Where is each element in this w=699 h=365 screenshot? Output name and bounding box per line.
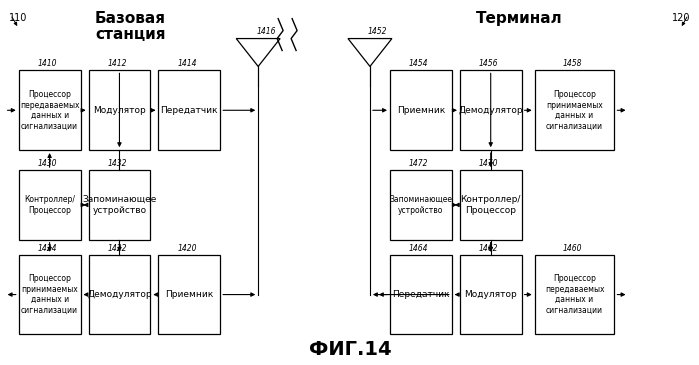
Text: Процессор
принимаемых
данных и
сигнализации: Процессор принимаемых данных и сигнализа…	[21, 274, 78, 315]
Text: 1424: 1424	[38, 244, 57, 253]
Bar	[460, 255, 521, 334]
Text: Контроллер/
Процессор: Контроллер/ Процессор	[24, 195, 75, 215]
Text: 1472: 1472	[409, 159, 428, 168]
Bar	[89, 70, 150, 150]
Text: 1432: 1432	[108, 159, 127, 168]
Text: Терминал: Терминал	[476, 11, 563, 26]
Text: 1422: 1422	[108, 244, 127, 253]
Text: Процессор
передаваемых
данных и
сигнализации: Процессор передаваемых данных и сигнализ…	[20, 90, 80, 130]
Text: Передатчик: Передатчик	[161, 106, 218, 115]
Text: Демодулятор: Демодулятор	[87, 290, 152, 299]
Text: 1430: 1430	[38, 159, 57, 168]
Bar	[460, 170, 521, 240]
Text: 1470: 1470	[479, 159, 498, 168]
Bar	[159, 70, 220, 150]
Text: Контроллер/
Процессор: Контроллер/ Процессор	[461, 195, 521, 215]
Text: Демодулятор: Демодулятор	[459, 106, 523, 115]
Bar	[89, 255, 150, 334]
Text: 1412: 1412	[108, 59, 127, 68]
Text: Модулятор: Модулятор	[464, 290, 517, 299]
Text: Запоминающее
устройство: Запоминающее устройство	[82, 195, 157, 215]
Text: 1464: 1464	[409, 244, 428, 253]
Text: Передатчик: Передатчик	[392, 290, 449, 299]
Text: Приемник: Приемник	[397, 106, 445, 115]
Text: 1458: 1458	[563, 59, 582, 68]
Text: 1462: 1462	[479, 244, 498, 253]
Polygon shape	[236, 39, 280, 66]
Bar	[19, 255, 80, 334]
Text: 1456: 1456	[479, 59, 498, 68]
Bar	[89, 170, 150, 240]
Bar	[19, 70, 80, 150]
Text: 1414: 1414	[178, 59, 197, 68]
Bar	[159, 255, 220, 334]
Bar	[390, 70, 452, 150]
Text: 1410: 1410	[38, 59, 57, 68]
Bar	[535, 70, 614, 150]
Text: 1416: 1416	[257, 27, 275, 35]
Bar	[535, 255, 614, 334]
Text: Процессор
принимаемых
данных и
сигнализации: Процессор принимаемых данных и сигнализа…	[546, 90, 603, 130]
Bar	[460, 70, 521, 150]
Polygon shape	[348, 39, 392, 66]
Bar	[390, 255, 452, 334]
Text: Приемник: Приемник	[165, 290, 213, 299]
Text: 110: 110	[8, 13, 27, 23]
Text: Модулятор: Модулятор	[93, 106, 146, 115]
Text: 1420: 1420	[178, 244, 197, 253]
Text: 1452: 1452	[368, 27, 387, 35]
Text: Процессор
передаваемых
данных и
сигнализации: Процессор передаваемых данных и сигнализ…	[545, 274, 605, 315]
Text: 1460: 1460	[563, 244, 582, 253]
Text: ФИГ.14: ФИГ.14	[309, 340, 391, 359]
Text: Запоминающее
устройство: Запоминающее устройство	[389, 195, 452, 215]
Text: 120: 120	[672, 13, 691, 23]
Bar	[19, 170, 80, 240]
Bar	[390, 170, 452, 240]
Text: Базовая
станция: Базовая станция	[95, 11, 166, 42]
Text: 1454: 1454	[409, 59, 428, 68]
